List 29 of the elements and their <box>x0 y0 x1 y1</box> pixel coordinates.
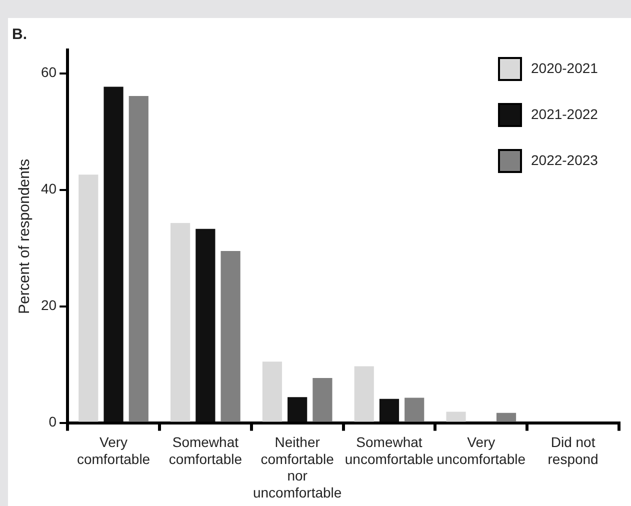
x-tick-label: Very uncomfortable <box>436 434 526 467</box>
bar <box>104 86 124 422</box>
x-tick-label: Somewhat uncomfortable <box>344 434 434 467</box>
bar <box>312 378 332 422</box>
x-tick-label: Somewhat comfortable <box>168 434 242 467</box>
bar <box>496 412 516 422</box>
bar <box>379 398 400 422</box>
x-tick-label: Very comfortable <box>76 434 150 467</box>
bar <box>288 397 308 422</box>
x-tick-label: Did not respond <box>548 434 598 467</box>
legend-label: 2020-2021 <box>531 60 598 76</box>
bar <box>262 362 282 422</box>
legend-label: 2021-2022 <box>531 106 598 122</box>
bar <box>196 228 216 422</box>
chart-title: B. <box>12 26 27 44</box>
y-tick-label: 20 <box>40 297 57 314</box>
bar <box>78 174 98 422</box>
x-tick-label: Neither comfortable nor uncomfortable <box>252 434 342 500</box>
y-tick-label: 0 <box>48 414 57 430</box>
bar <box>220 250 240 422</box>
y-axis-title: Percent of respondents <box>16 158 34 314</box>
bar <box>354 366 374 422</box>
bar <box>170 223 190 422</box>
y-tick-label: 60 <box>40 64 57 80</box>
bar <box>128 96 148 422</box>
bar <box>404 398 424 422</box>
y-tick-label: 40 <box>40 180 57 197</box>
bar <box>446 412 466 422</box>
legend-label: 2022-2023 <box>531 152 598 168</box>
